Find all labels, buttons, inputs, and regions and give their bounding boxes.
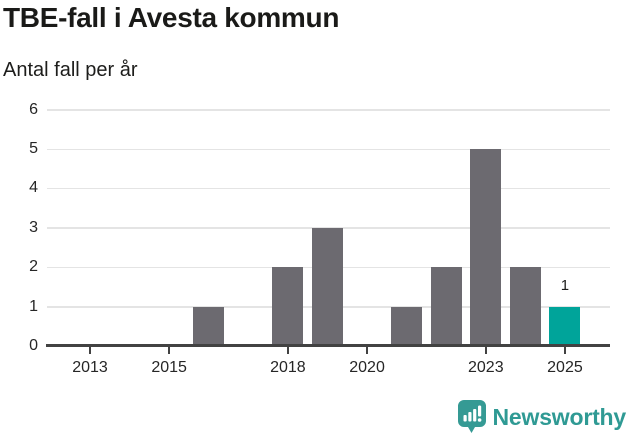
x-axis-label-2023: 2023 bbox=[468, 359, 504, 376]
bar-2025 bbox=[549, 306, 581, 346]
x-axis-line bbox=[46, 344, 610, 347]
chart-subtitle: Antal fall per år bbox=[3, 59, 138, 81]
bar-2022 bbox=[430, 267, 462, 346]
y-axis-label-5: 5 bbox=[29, 140, 38, 157]
y-axis-label-1: 1 bbox=[29, 297, 38, 315]
gridline-y6 bbox=[47, 109, 610, 111]
x-tick-2023 bbox=[484, 347, 488, 354]
brand-name: Newsworthy bbox=[492, 403, 627, 430]
x-axis-label-2025: 2025 bbox=[547, 359, 583, 376]
y-axis-label-2: 2 bbox=[29, 258, 38, 276]
bar-value-label-2025: 1 bbox=[560, 276, 570, 294]
bar-2018 bbox=[272, 267, 304, 346]
x-tick-2018 bbox=[286, 347, 290, 354]
chart-title: TBE-fall i Avesta kommun bbox=[3, 2, 340, 33]
x-axis-label-2020: 2020 bbox=[349, 359, 385, 376]
y-axis-label-4: 4 bbox=[29, 179, 38, 197]
bar-2016 bbox=[193, 306, 225, 346]
newsworthy-logo[interactable]: Newsworthy bbox=[457, 400, 627, 434]
y-axis-label-0: 0 bbox=[29, 337, 38, 354]
x-tick-2025 bbox=[563, 347, 567, 354]
bar-2019 bbox=[311, 227, 343, 346]
gridline-y5 bbox=[47, 148, 610, 150]
bar-chart-speech-bubble-icon bbox=[457, 400, 486, 433]
x-axis-label-2015: 2015 bbox=[151, 359, 187, 376]
bar-2024 bbox=[509, 267, 541, 346]
plot-area: 1 bbox=[47, 106, 610, 346]
x-axis-label-2018: 2018 bbox=[270, 359, 306, 376]
x-tick-2013 bbox=[88, 347, 92, 354]
y-axis-label-3: 3 bbox=[29, 218, 38, 236]
x-axis-label-2013: 2013 bbox=[72, 359, 108, 376]
gridline-y4 bbox=[47, 187, 610, 190]
x-tick-2020 bbox=[365, 347, 369, 354]
bar-2023 bbox=[470, 149, 502, 346]
x-tick-2015 bbox=[167, 347, 171, 354]
y-axis-label-6: 6 bbox=[29, 100, 38, 118]
bar-2021 bbox=[391, 306, 423, 346]
